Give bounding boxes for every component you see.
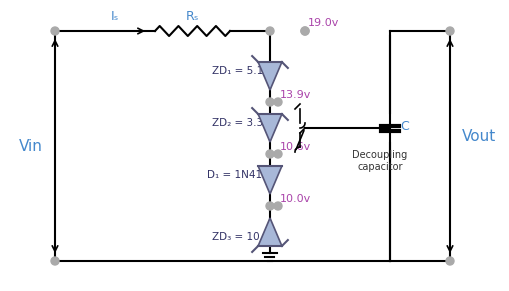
Circle shape — [445, 27, 453, 35]
Polygon shape — [258, 114, 281, 142]
Circle shape — [273, 98, 281, 106]
Circle shape — [445, 257, 453, 265]
Polygon shape — [258, 62, 281, 90]
Circle shape — [300, 27, 308, 35]
Circle shape — [266, 98, 273, 106]
Text: 19.0v: 19.0v — [307, 18, 338, 28]
Text: ZD₂ = 3.3v: ZD₂ = 3.3v — [212, 118, 269, 128]
Text: 13.9v: 13.9v — [279, 90, 311, 100]
Circle shape — [266, 202, 273, 210]
Circle shape — [266, 150, 273, 158]
Circle shape — [273, 150, 281, 158]
Circle shape — [51, 27, 59, 35]
Text: Decoupling
capacitor: Decoupling capacitor — [352, 150, 407, 172]
Circle shape — [300, 27, 308, 35]
Text: 10.6v: 10.6v — [279, 142, 310, 152]
Circle shape — [266, 27, 273, 35]
Text: ZD₃ = 10.0v: ZD₃ = 10.0v — [212, 232, 275, 242]
Circle shape — [273, 202, 281, 210]
Polygon shape — [258, 218, 281, 246]
Text: D₁ = 1N4148: D₁ = 1N4148 — [207, 170, 275, 180]
Text: 10.0v: 10.0v — [279, 194, 310, 204]
Text: Vin: Vin — [19, 139, 43, 153]
Text: C: C — [399, 120, 408, 132]
Polygon shape — [258, 166, 281, 194]
Text: Iₛ: Iₛ — [110, 10, 119, 23]
Text: ZD₁ = 5.1v: ZD₁ = 5.1v — [212, 66, 269, 76]
Circle shape — [51, 257, 59, 265]
Text: Vout: Vout — [461, 129, 495, 143]
Text: Rₛ: Rₛ — [185, 10, 199, 23]
